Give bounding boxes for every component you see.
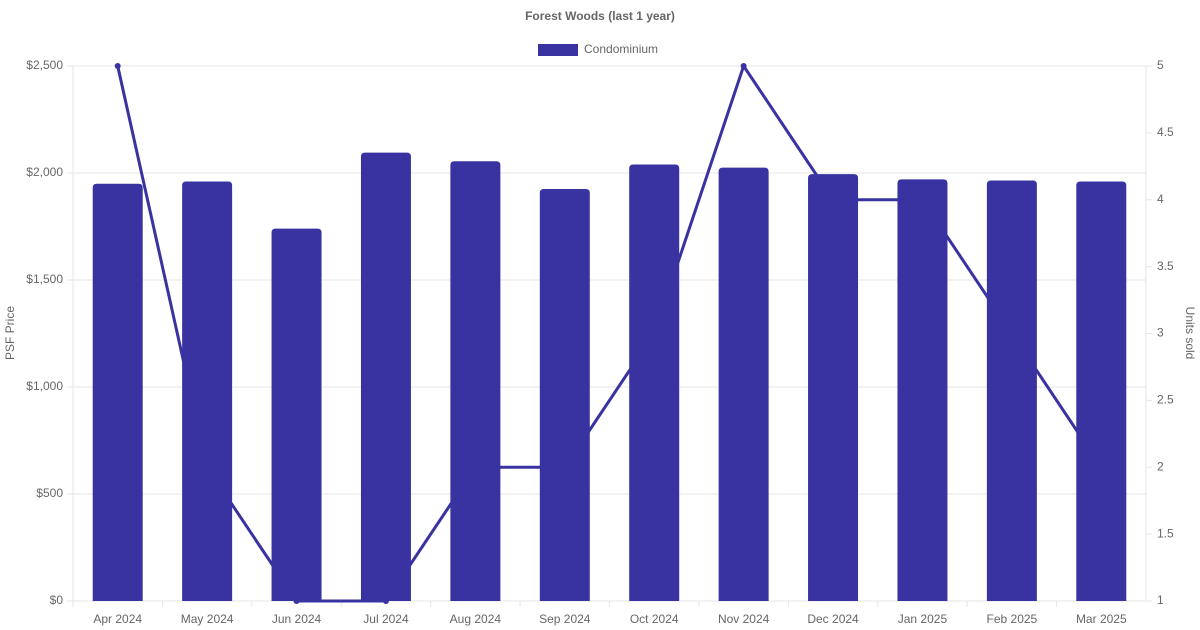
y2-tick-label: 4 bbox=[1157, 192, 1164, 206]
x-tick-label: Nov 2024 bbox=[718, 612, 770, 626]
line-point bbox=[740, 63, 747, 69]
x-tick-label: Apr 2024 bbox=[93, 612, 142, 626]
bar bbox=[629, 164, 680, 601]
legend-label: Condominium bbox=[584, 42, 658, 56]
y2-tick-label: 3.5 bbox=[1157, 259, 1174, 273]
x-tick-label: Oct 2024 bbox=[630, 612, 679, 626]
y-axis-title: PSF Price bbox=[3, 306, 17, 360]
y2-tick-label: 4.5 bbox=[1157, 125, 1174, 139]
x-tick-label: Feb 2025 bbox=[987, 612, 1038, 626]
y2-tick-label: 5 bbox=[1157, 58, 1164, 72]
x-tick-label: May 2024 bbox=[181, 612, 234, 626]
chart-title: Forest Woods (last 1 year) bbox=[525, 9, 675, 23]
legend-swatch bbox=[538, 44, 578, 56]
y-tick-label: $500 bbox=[36, 486, 63, 500]
y2-tick-label: 1.5 bbox=[1157, 526, 1174, 540]
bar bbox=[718, 167, 769, 601]
y2-tick-label: 2 bbox=[1157, 459, 1164, 473]
x-tick-label: Aug 2024 bbox=[450, 612, 502, 626]
bar bbox=[182, 181, 233, 601]
x-tick-label: Jan 2025 bbox=[898, 612, 948, 626]
x-tick-label: Mar 2025 bbox=[1076, 612, 1127, 626]
bar bbox=[360, 152, 411, 602]
y-tick-label: $1,500 bbox=[26, 272, 63, 286]
bar bbox=[897, 179, 948, 602]
bar bbox=[808, 174, 859, 601]
bar bbox=[271, 228, 322, 601]
line-point bbox=[114, 63, 121, 69]
x-tick-label: Jun 2024 bbox=[272, 612, 322, 626]
bar bbox=[450, 161, 501, 602]
x-tick-label: Sep 2024 bbox=[539, 612, 591, 626]
y-tick-label: $0 bbox=[50, 593, 64, 607]
bar bbox=[539, 189, 590, 602]
x-tick-label: Dec 2024 bbox=[807, 612, 859, 626]
bar bbox=[1076, 181, 1127, 601]
y2-tick-label: 2.5 bbox=[1157, 393, 1174, 407]
bar bbox=[92, 183, 143, 601]
x-tick-label: Jul 2024 bbox=[363, 612, 409, 626]
bar bbox=[986, 180, 1037, 602]
line bbox=[116, 64, 1103, 603]
y2-axis-title: Units sold bbox=[1183, 307, 1197, 360]
y2-tick-label: 1 bbox=[1157, 593, 1164, 607]
y-tick-label: $1,000 bbox=[26, 379, 63, 393]
y-tick-label: $2,000 bbox=[26, 165, 63, 179]
y-tick-label: $2,500 bbox=[26, 58, 63, 72]
y2-tick-label: 3 bbox=[1157, 326, 1164, 340]
